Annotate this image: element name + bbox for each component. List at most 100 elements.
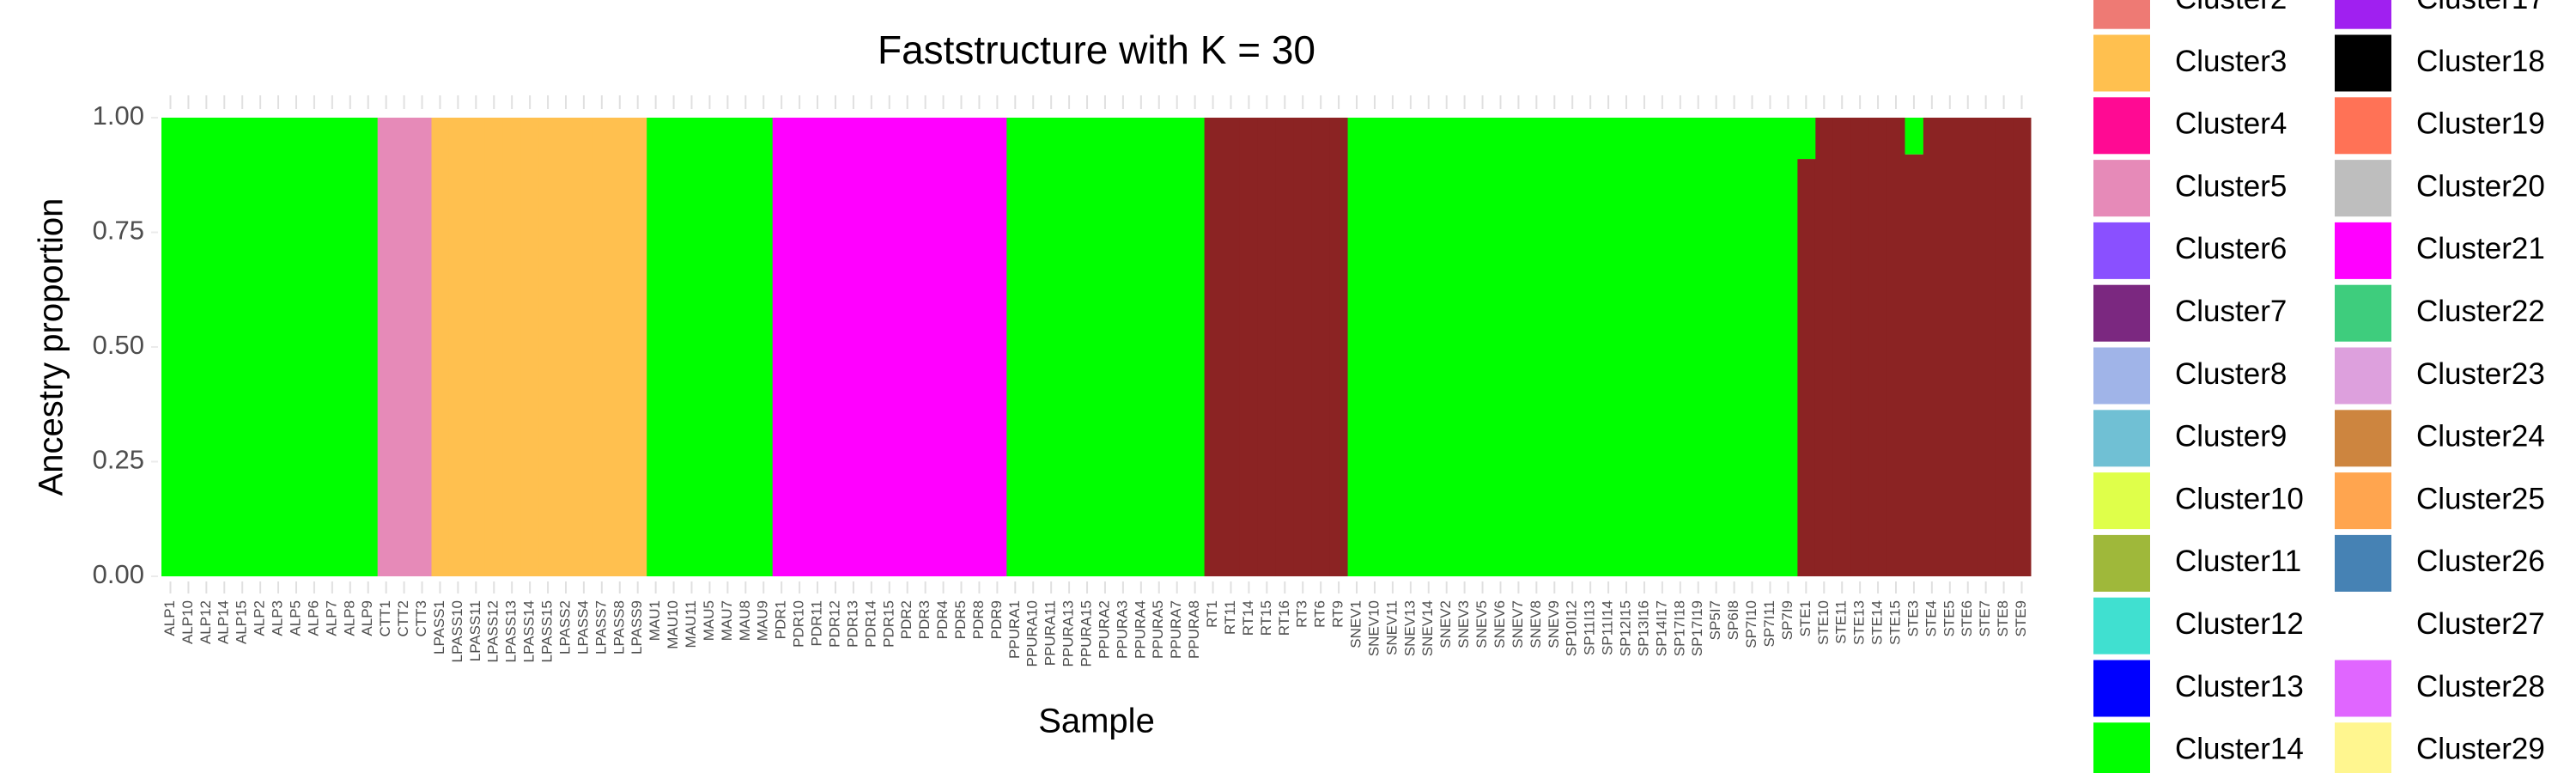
x-tick-label: ALP7 (323, 600, 339, 636)
x-tick-label: SNEV11 (1383, 600, 1400, 655)
x-tick-label: ALP10 (179, 600, 196, 644)
bar-segment (1796, 159, 1816, 576)
bar-segment (1437, 118, 1456, 576)
legend-label: Cluster27 (2416, 607, 2545, 641)
x-tick-label: MAU10 (665, 600, 681, 649)
bar-segment (1653, 118, 1672, 576)
bar-segment (1923, 118, 1941, 576)
legend-swatch (2335, 534, 2391, 592)
bar-segment (1743, 118, 1762, 576)
x-tick-label: SNEV3 (1455, 600, 1472, 648)
x-tick-label: STE8 (1995, 600, 2011, 637)
x-tick-label: STE10 (1815, 600, 1832, 645)
bar-segment (1832, 118, 1852, 576)
legend-label: Cluster20 (2416, 169, 2545, 203)
x-tick-label: SP6I8 (1725, 600, 1741, 640)
legend-label: Cluster19 (2416, 107, 2545, 141)
legend-swatch (2093, 0, 2150, 29)
bar-segment (1222, 118, 1241, 576)
x-tick-label: RT11 (1222, 600, 1238, 635)
legend-label: Cluster7 (2175, 295, 2287, 328)
bar-segment (862, 118, 881, 576)
x-tick-label: STE7 (1977, 600, 1993, 637)
bar-segment (430, 118, 450, 576)
x-tick-label: PDR4 (934, 600, 951, 639)
bar-segment (898, 118, 917, 576)
legend-label: Cluster17 (2416, 0, 2545, 15)
bar-segment (754, 118, 774, 576)
bar-segment (790, 118, 810, 576)
x-tick-label: SP13I16 (1635, 600, 1651, 656)
bar-segment (502, 118, 522, 576)
bar-segment (1509, 118, 1528, 576)
bar-segment (1060, 118, 1079, 576)
bar-segment (305, 118, 324, 576)
bar-segment (359, 118, 378, 576)
bar-segment (179, 118, 198, 576)
bar-segment (1796, 118, 1816, 160)
x-tick-label: SP11I13 (1582, 600, 1598, 655)
x-tick-label: PDR11 (809, 600, 825, 647)
x-tick-label: SP12I15 (1617, 600, 1633, 656)
x-tick-label: ALP15 (234, 600, 250, 644)
x-tick-label: ALP14 (216, 600, 232, 644)
bar-segment (1275, 118, 1295, 576)
bar-segment (1868, 118, 1888, 576)
legend-swatch (2335, 284, 2391, 342)
x-tick-label: SNEV9 (1546, 600, 1562, 648)
x-tick-label: ALP12 (197, 600, 214, 644)
bar-segment (215, 118, 234, 576)
bar-segment (1689, 118, 1708, 576)
bar-segment (772, 118, 792, 576)
x-tick-label: PDR1 (773, 600, 789, 639)
legend-swatch (2093, 160, 2150, 217)
bar-segment (1383, 118, 1402, 576)
x-tick-label: SP10I12 (1564, 600, 1580, 656)
x-tick-label: RT14 (1240, 600, 1256, 636)
x-tick-label: PPURA15 (1078, 600, 1095, 666)
x-tick-label: MAU1 (647, 600, 663, 641)
x-tick-label: PPURA4 (1132, 600, 1148, 659)
x-tick-label: PDR3 (916, 600, 933, 639)
x-tick-label: SNEV8 (1528, 600, 1544, 648)
bar-segment (1114, 118, 1133, 576)
bar-segment (161, 118, 180, 576)
x-tick-label: ALP5 (287, 600, 303, 636)
x-tick-label: MAU7 (719, 600, 735, 641)
bar-segment (466, 118, 486, 576)
x-tick-label: RT15 (1258, 600, 1274, 636)
bar-segment (736, 118, 756, 576)
x-tick-label: STE14 (1869, 600, 1886, 645)
bar-segment (1617, 118, 1636, 576)
bar-segment (395, 118, 414, 576)
x-tick-label: CTT1 (377, 600, 393, 637)
bar-segment (718, 118, 738, 576)
x-tick-label: MAU5 (701, 600, 717, 641)
bar-segment (556, 118, 575, 576)
legend-label: Cluster25 (2416, 482, 2545, 515)
bar-segment (1814, 118, 1834, 576)
x-tick-label: PDR2 (898, 600, 914, 639)
x-tick-label: PPURA13 (1060, 600, 1077, 666)
bar-segment (1725, 118, 1744, 576)
y-tick-label: 0.00 (93, 559, 144, 589)
bar-segment (1042, 118, 1061, 576)
bar-segment (1761, 118, 1780, 576)
x-tick-label: SNEV5 (1473, 600, 1490, 648)
legend-label: Cluster18 (2416, 45, 2545, 78)
bar-segment (1905, 118, 1923, 155)
bar-segment (1365, 118, 1384, 576)
legend-swatch (2335, 597, 2391, 654)
bar-segment (700, 118, 720, 576)
bar-segment (197, 118, 216, 576)
x-tick-label: SP7I9 (1779, 600, 1795, 640)
bar-segment (952, 118, 971, 576)
x-tick-label: LPASS10 (449, 600, 465, 662)
bar-segment (1455, 118, 1474, 576)
legend-swatch (2093, 34, 2150, 92)
bar-segment (844, 118, 863, 576)
x-tick-label: LPASS4 (574, 600, 591, 654)
legend-swatch (2335, 660, 2391, 717)
legend-swatch (2335, 347, 2391, 405)
x-tick-label: RT6 (1312, 600, 1328, 628)
